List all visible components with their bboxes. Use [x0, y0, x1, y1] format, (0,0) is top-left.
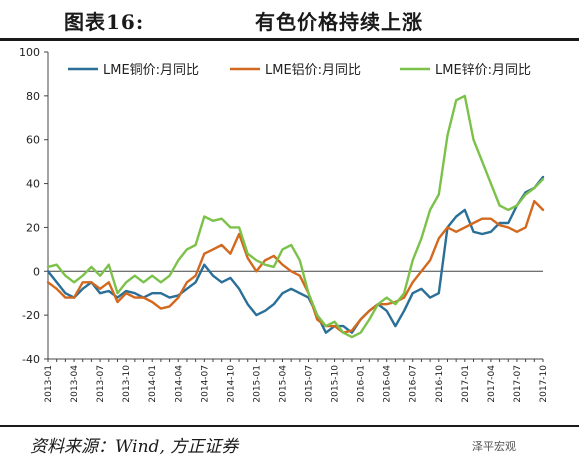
x-tick-label: 2017-07	[513, 365, 523, 403]
x-tick-label: 2016-10	[435, 365, 445, 403]
y-tick-label: 20	[26, 221, 40, 234]
x-tick-label: 2015-04	[278, 365, 288, 403]
x-tick-label: 2014-01	[148, 365, 158, 403]
y-tick-label: 40	[26, 178, 40, 191]
chart-axes: -40 -20 0 20 40 60 80 100 2013-01 2013-04 2013-07 2…	[19, 46, 549, 403]
x-tick-label: 2014-07	[200, 365, 210, 403]
y-tick-label: -40	[22, 353, 40, 366]
x-tick-label: 2015-01	[252, 365, 262, 403]
source-note: 资料来源：Wind, 方正证券	[30, 437, 239, 457]
series-line-3	[46, 94, 545, 339]
y-tick-label: 0	[33, 265, 40, 278]
legend-label-1: LME铜价:月同比	[103, 63, 199, 78]
figure-title-text: 有色价格持续上涨	[255, 10, 423, 34]
x-tick-label: 2014-10	[226, 365, 236, 403]
x-tick-label: 2015-07	[305, 365, 315, 403]
y-tick-label: 60	[26, 134, 40, 147]
x-tick-label: 2016-01	[357, 365, 367, 403]
x-tick-label: 2016-04	[383, 365, 393, 403]
figure-number: 图表16:	[64, 10, 145, 34]
x-tick-label: 2013-01	[44, 365, 54, 403]
series-line-1	[46, 175, 545, 334]
x-tick-label: 2014-04	[174, 365, 184, 403]
y-tick-label: 80	[26, 90, 40, 103]
figure-title: 图表16: 有色价格持续上涨	[0, 0, 579, 38]
x-tick-label: 2015-10	[331, 365, 341, 403]
chart-lines	[46, 94, 545, 339]
title-rule	[0, 38, 579, 41]
x-tick-label: 2017-04	[487, 365, 497, 403]
legend-label-3: LME锌价:月同比	[435, 63, 531, 78]
y-tick-label: -20	[22, 309, 40, 322]
y-tick-label: 100	[19, 46, 40, 59]
series-line-2	[46, 199, 545, 334]
x-tick-label: 2017-01	[461, 365, 471, 403]
x-tick-label: 2013-07	[96, 365, 106, 403]
line-chart: -40 -20 0 20 40 60 80 100 2013-01 2013-04 2013-07 2…	[19, 46, 549, 403]
legend-label-2: LME铝价:月同比	[265, 63, 361, 78]
chart-legend: LME铜价:月同比 LME铝价:月同比 LME锌价:月同比	[68, 63, 531, 78]
x-tick-label: 2016-07	[409, 365, 419, 403]
watermark: 泽平宏观	[472, 440, 516, 453]
x-tick-label: 2017-10	[539, 365, 549, 403]
source-rule	[0, 425, 579, 427]
x-tick-label: 2013-10	[122, 365, 132, 403]
x-tick-label: 2013-04	[70, 365, 80, 403]
